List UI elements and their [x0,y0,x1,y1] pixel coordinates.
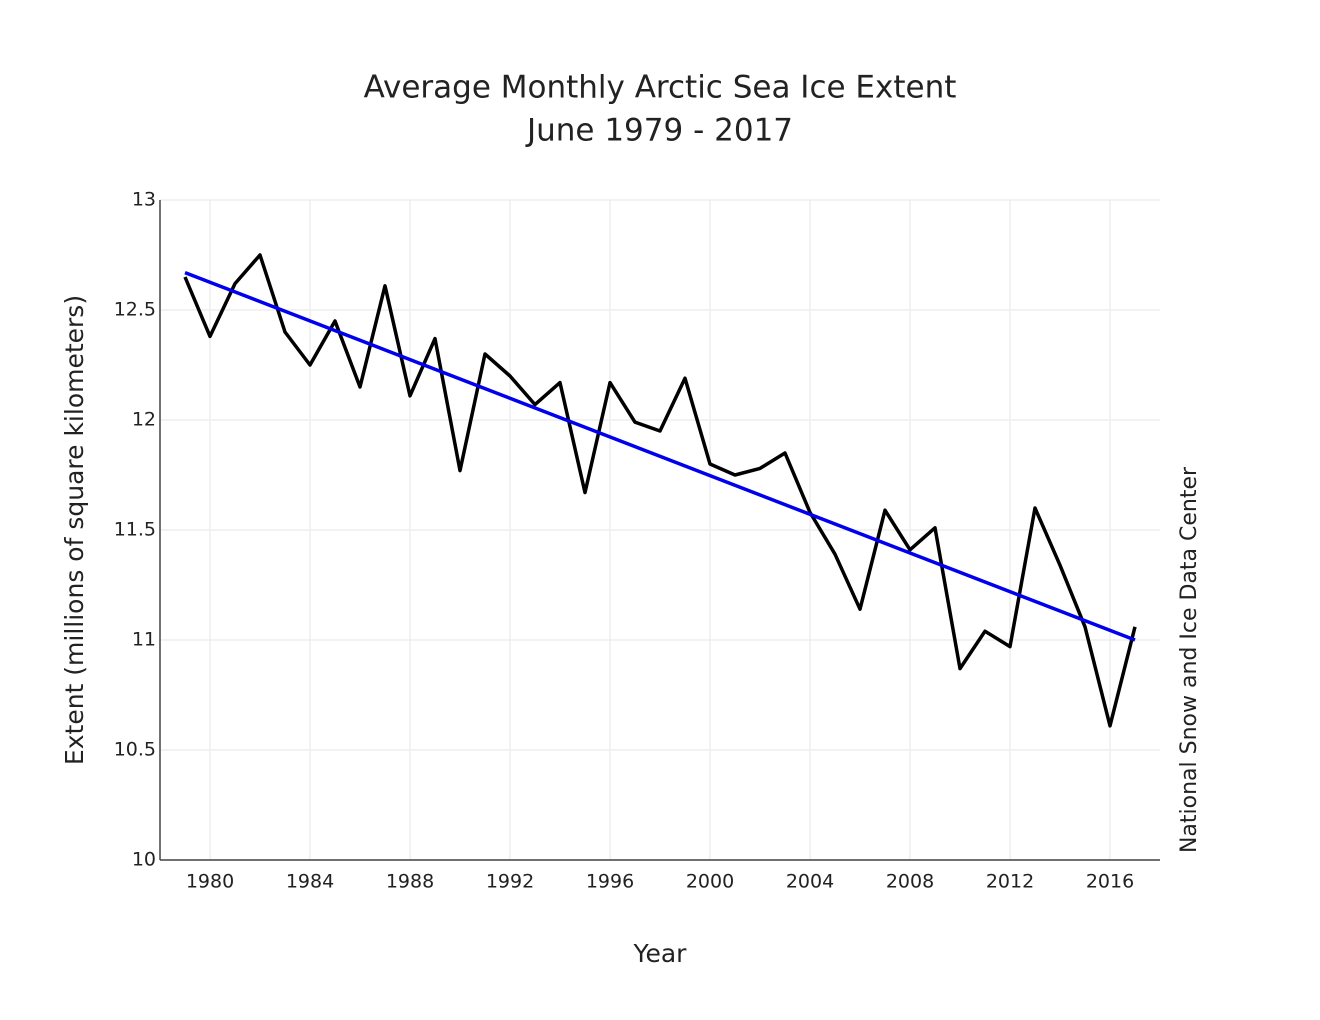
x-tick-label: 1988 [386,871,434,893]
chart-subtitle: June 1979 - 2017 [525,113,793,149]
x-tick-label: 2008 [886,871,934,893]
y-tick-label: 11 [132,629,156,651]
y-tick-label: 13 [132,189,156,211]
x-tick-label: 1992 [486,871,534,893]
y-tick-label: 11.5 [114,519,156,541]
series-line [184,270,1136,642]
x-tick-label: 2012 [986,871,1034,893]
x-axis-label: Year [633,939,688,968]
y-tick-label: 12 [132,409,156,431]
x-tick-label: 1984 [286,871,334,893]
x-tick-label: 2000 [686,871,734,893]
series-line [183,253,1137,728]
y-axis-label: Extent (millions of square kilometers) [60,295,89,765]
y-tick-label: 10.5 [114,739,156,761]
y-tick-label: 12.5 [114,299,156,321]
chart-title: Average Monthly Arctic Sea Ice Extent [364,70,957,106]
source-note: National Snow and Ice Data Center [1177,466,1202,853]
x-tick-label: 1980 [186,871,234,893]
x-tick-label: 1996 [586,871,634,893]
y-tick-label: 10 [132,849,156,871]
x-tick-label: 2004 [786,871,834,893]
x-tick-label: 2016 [1086,871,1134,893]
